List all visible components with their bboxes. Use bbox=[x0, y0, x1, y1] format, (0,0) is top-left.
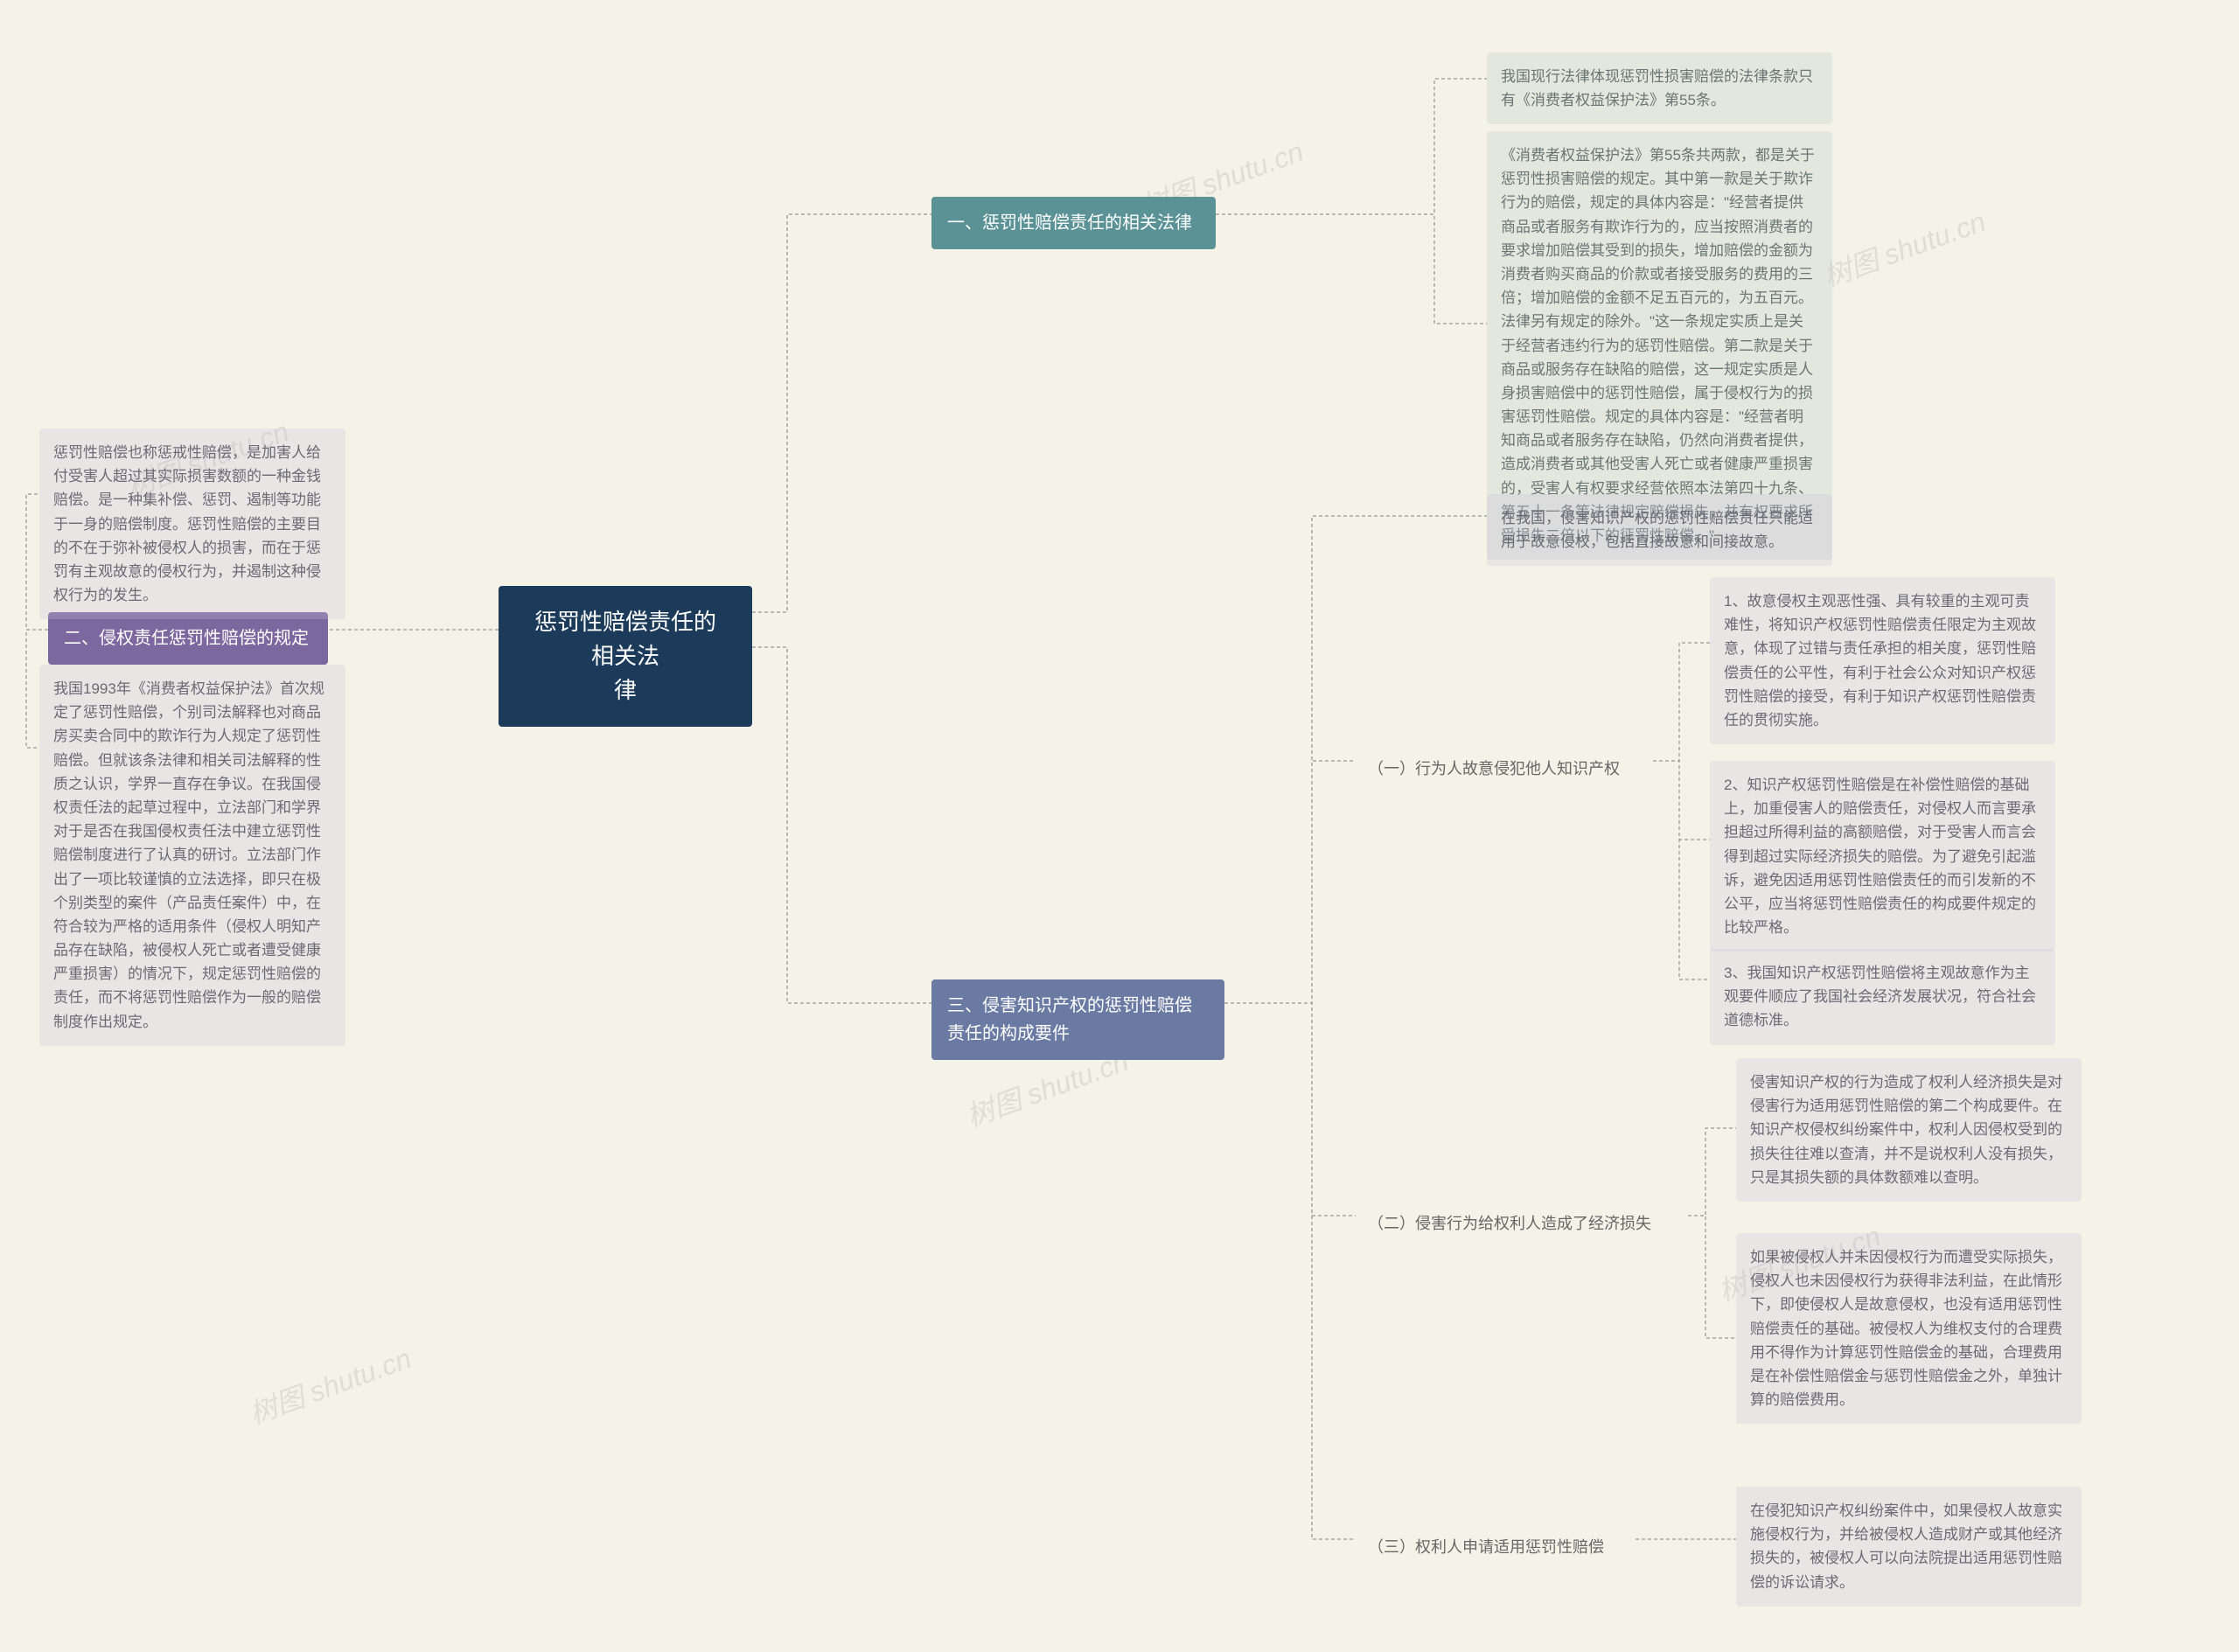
branch3-sub2-leaf1: 侵害知识产权的行为造成了权利人经济损失是对侵害行为适用惩罚性赔偿的第二个构成要件… bbox=[1736, 1058, 2082, 1202]
branch3-title: 三、侵害知识产权的惩罚性赔偿责任的构成要件 bbox=[947, 996, 1192, 1043]
root-line2: 律 bbox=[614, 677, 637, 703]
root-node: 惩罚性赔偿责任的相关法 律 bbox=[499, 586, 752, 727]
branch-1: 一、惩罚性赔偿责任的相关法律 bbox=[931, 197, 1216, 249]
watermark: 树图 shutu.cn bbox=[243, 1336, 416, 1432]
branch2-leaf2: 我国1993年《消费者权益保护法》首次规定了惩罚性赔偿，个别司法解释也对商品房买… bbox=[39, 665, 345, 1046]
branch3-sub1-leaf2: 2、知识产权惩罚性赔偿是在补偿性赔偿的基础上，加重侵害人的赔偿责任，对侵权人而言… bbox=[1710, 761, 2055, 951]
branch3-leaf0: 在我国，侵害知识产权的惩罚性赔偿责任只能适用于故意侵权，包括直接故意和间接故意。 bbox=[1487, 494, 1832, 566]
branch3-sub1-leaf3: 3、我国知识产权惩罚性赔偿将主观故意作为主观要件顺应了我国社会经济发展状况，符合… bbox=[1710, 949, 2055, 1045]
watermark: 树图 shutu.cn bbox=[1817, 199, 1991, 296]
branch1-leaf1: 我国现行法律体现惩罚性损害赔偿的法律条款只有《消费者权益保护法》第55条。 bbox=[1487, 52, 1832, 124]
root-line1: 惩罚性赔偿责任的相关法 bbox=[534, 609, 716, 669]
branch3-sub2-leaf2: 如果被侵权人并未因侵权行为而遭受实际损失，侵权人也未因侵权行为获得非法利益，在此… bbox=[1736, 1233, 2082, 1424]
branch3-sub3-leaf1: 在侵犯知识产权纠纷案件中，如果侵权人故意实施侵权行为，并给被侵权人造成财产或其他… bbox=[1736, 1487, 2082, 1607]
branch2-leaf1: 惩罚性赔偿也称惩戒性赔偿，是加害人给付受害人超过其实际损害数额的一种金钱赔偿。是… bbox=[39, 429, 345, 619]
branch3-sub1-leaf1: 1、故意侵权主观恶性强、具有较重的主观可责难性，将知识产权惩罚性赔偿责任限定为主… bbox=[1710, 577, 2055, 744]
branch3-sub3: （三）权利人申请适用惩罚性赔偿 bbox=[1356, 1526, 1636, 1569]
branch3-sub2: （二）侵害行为给权利人造成了经济损失 bbox=[1356, 1202, 1688, 1245]
branch-3: 三、侵害知识产权的惩罚性赔偿责任的构成要件 bbox=[931, 979, 1224, 1060]
branch-2: 二、侵权责任惩罚性赔偿的规定 bbox=[48, 612, 328, 665]
branch3-sub1: （一）行为人故意侵犯他人知识产权 bbox=[1356, 748, 1653, 791]
